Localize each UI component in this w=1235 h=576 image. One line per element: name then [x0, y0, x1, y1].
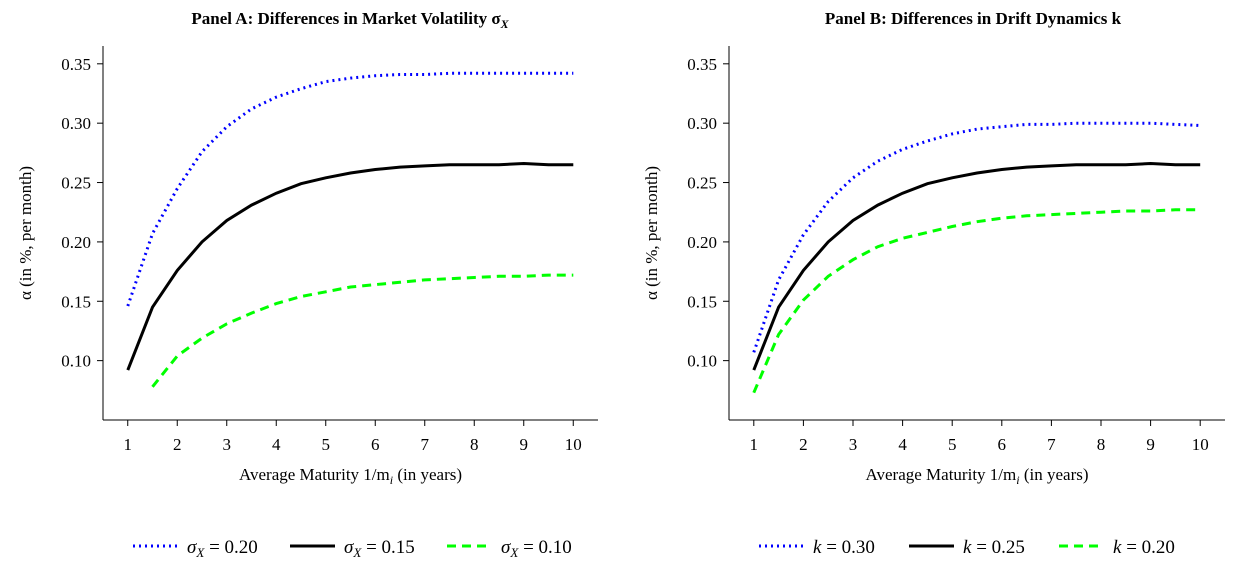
series-line-0 — [752, 121, 1201, 353]
x-tick-label: 7 — [421, 435, 430, 454]
series-line-2 — [752, 208, 1201, 394]
chart-panel-a: Panel A: Differences in Market Volatilit… — [16, 9, 598, 560]
chart-title: Panel A: Differences in Market Volatilit… — [191, 9, 509, 31]
legend-label-1: σX = 0.15 — [344, 537, 415, 560]
x-tick-label: 8 — [470, 435, 479, 454]
x-tick-label: 3 — [849, 435, 858, 454]
y-tick-label: 0.20 — [61, 233, 91, 252]
y-tick-label: 0.30 — [61, 114, 91, 133]
x-tick-label: 5 — [322, 435, 331, 454]
series-line-1 — [752, 161, 1201, 371]
legend-label-0: σX = 0.20 — [187, 537, 258, 560]
x-axis-label: Average Maturity 1/mi (in years) — [865, 465, 1088, 487]
x-tick-label: 2 — [173, 435, 182, 454]
panel-b: Panel B: Differences in Drift Dynamics k… — [617, 0, 1235, 576]
panel-a: Panel A: Differences in Market Volatilit… — [0, 0, 617, 576]
y-tick-label: 0.25 — [61, 174, 91, 193]
x-tick-label: 5 — [948, 435, 957, 454]
legend: k = 0.30 k = 0.25 k = 0.20 — [759, 537, 1175, 558]
y-tick-label: 0.35 — [687, 55, 717, 74]
x-tick-label: 7 — [1047, 435, 1056, 454]
x-tick-label: 1 — [124, 435, 133, 454]
y-tick-label: 0.15 — [687, 292, 717, 311]
y-tick-label: 0.25 — [687, 174, 717, 193]
y-tick-label: 0.20 — [687, 233, 717, 252]
legend-label-1: k = 0.25 — [963, 537, 1025, 558]
chart-title: Panel B: Differences in Drift Dynamics k — [825, 9, 1122, 28]
legend-label-0: k = 0.30 — [813, 537, 875, 558]
series-line-0 — [126, 71, 574, 307]
x-tick-label: 8 — [1097, 435, 1106, 454]
y-axis-label: α (in %, per month) — [642, 166, 661, 300]
series-line-1 — [126, 161, 574, 371]
x-tick-label: 2 — [799, 435, 808, 454]
y-tick-label: 0.35 — [61, 55, 91, 74]
x-tick-label: 4 — [272, 435, 281, 454]
legend-label-2: k = 0.20 — [1113, 537, 1175, 558]
x-tick-label: 6 — [998, 435, 1007, 454]
y-tick-label: 0.10 — [61, 352, 91, 371]
x-tick-label: 4 — [898, 435, 907, 454]
x-tick-label: 9 — [520, 435, 529, 454]
y-tick-label: 0.10 — [687, 352, 717, 371]
legend-label-2: σX = 0.10 — [501, 537, 572, 560]
x-axis-label: Average Maturity 1/mi (in years) — [239, 465, 462, 487]
x-tick-label: 10 — [565, 435, 582, 454]
x-tick-label: 10 — [1192, 435, 1209, 454]
series-line-2 — [151, 273, 574, 388]
x-tick-label: 1 — [750, 435, 759, 454]
y-tick-label: 0.15 — [61, 292, 91, 311]
y-axis-label: α (in %, per month) — [16, 166, 35, 300]
x-tick-label: 9 — [1146, 435, 1155, 454]
chart-panel-b: Panel B: Differences in Drift Dynamics k… — [642, 9, 1225, 558]
x-tick-label: 3 — [223, 435, 232, 454]
legend: σX = 0.20 σX = 0.15 σX = 0.10 — [133, 537, 572, 560]
x-tick-label: 6 — [371, 435, 380, 454]
y-tick-label: 0.30 — [687, 114, 717, 133]
